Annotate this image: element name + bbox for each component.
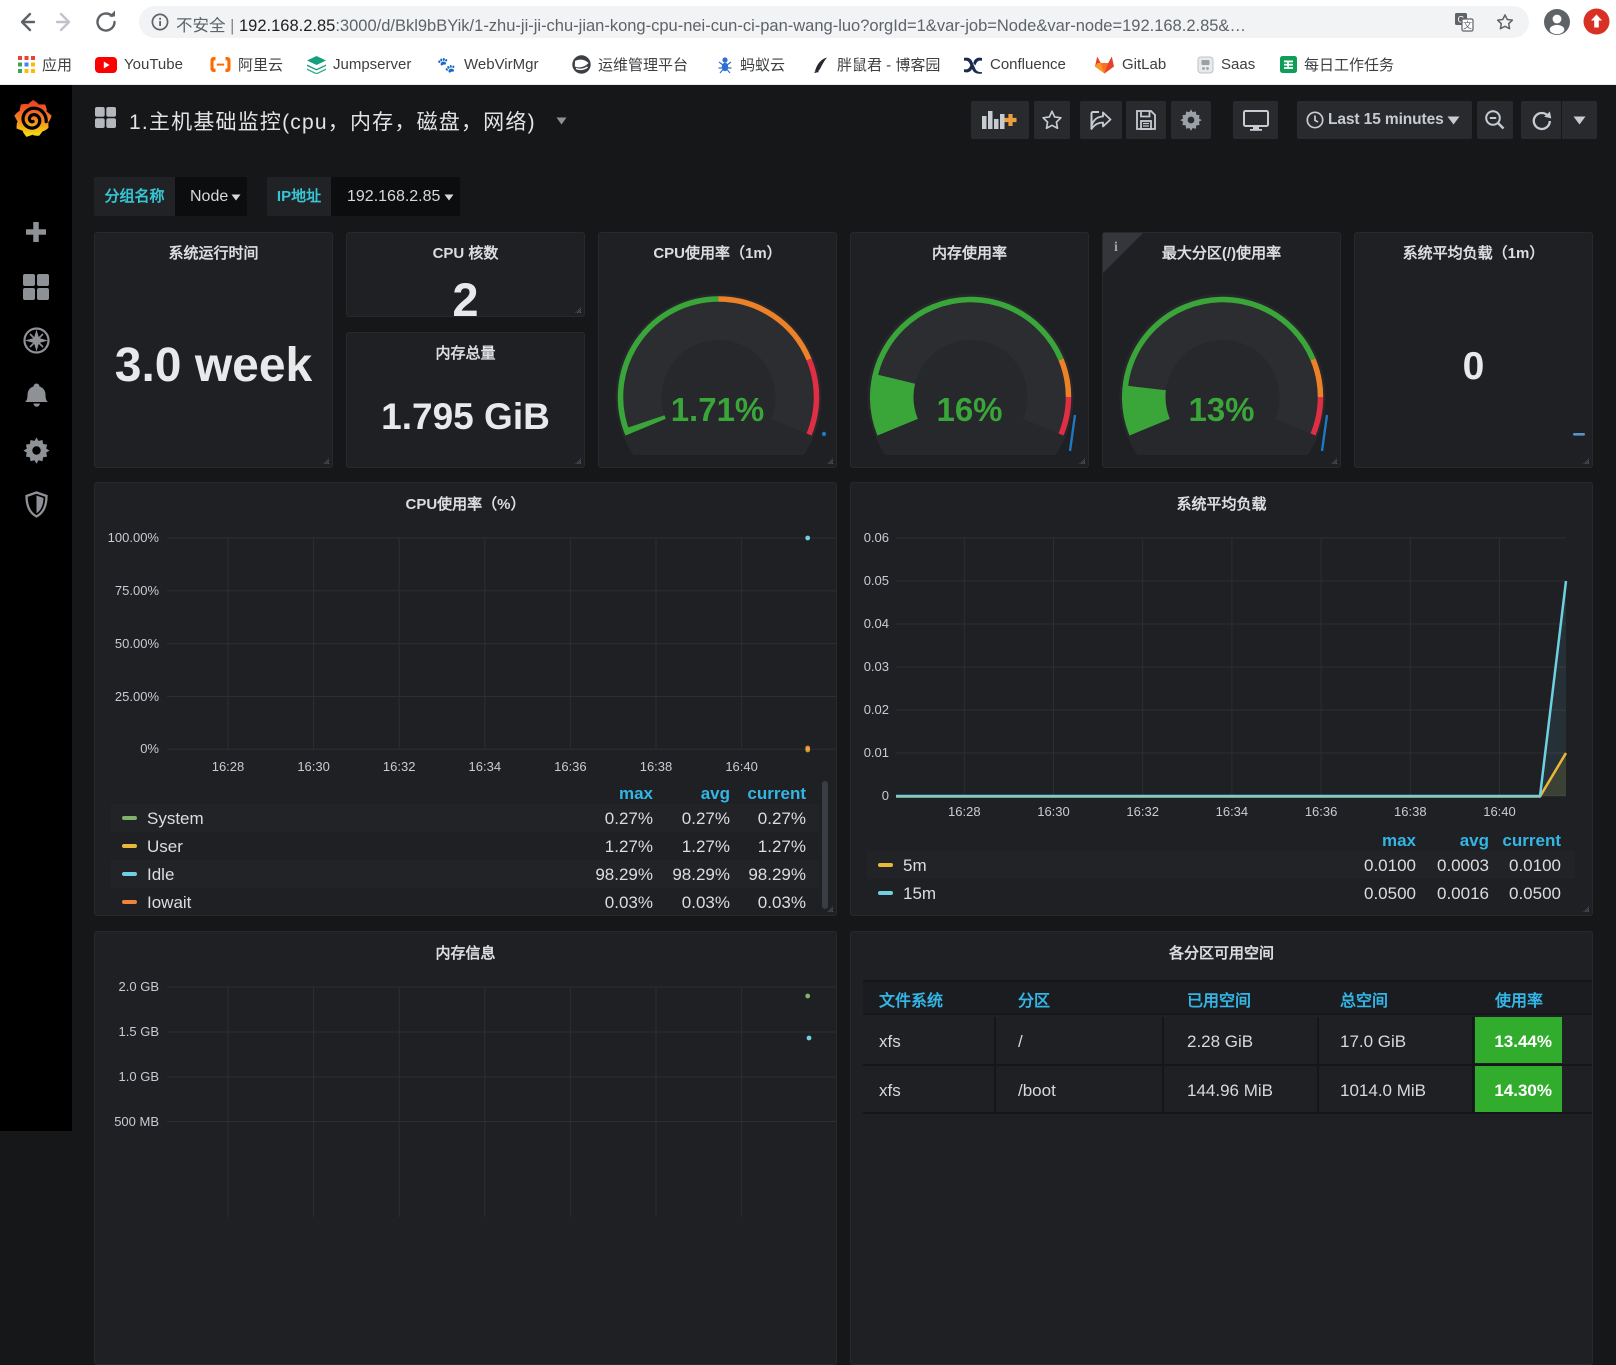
svg-text:G: G	[1457, 15, 1464, 25]
svg-text:🐾: 🐾	[437, 57, 456, 74]
svg-text:文: 文	[1463, 20, 1472, 31]
svg-text:i: i	[1114, 240, 1118, 255]
